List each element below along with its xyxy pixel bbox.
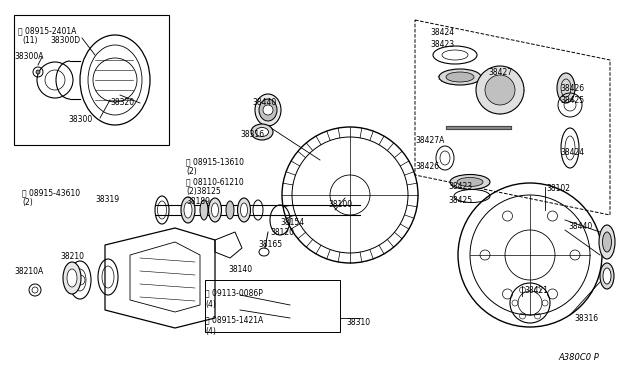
Text: 38421: 38421: [524, 286, 548, 295]
Text: Ⓦ 08915-1421A: Ⓦ 08915-1421A: [205, 315, 263, 324]
Ellipse shape: [209, 198, 221, 222]
Text: Ⓦ 08915-43610: Ⓦ 08915-43610: [22, 188, 80, 197]
Text: 38424: 38424: [430, 28, 454, 37]
Ellipse shape: [251, 124, 273, 140]
Text: 38440: 38440: [568, 222, 592, 231]
Text: (2)38125: (2)38125: [186, 187, 221, 196]
Text: 38165: 38165: [258, 240, 282, 249]
Text: 38210: 38210: [60, 252, 84, 261]
Circle shape: [485, 75, 515, 105]
Text: (2): (2): [186, 167, 196, 176]
Ellipse shape: [255, 94, 281, 126]
Ellipse shape: [603, 268, 611, 284]
Text: 38189: 38189: [186, 197, 210, 206]
Ellipse shape: [457, 177, 483, 186]
Ellipse shape: [439, 69, 481, 85]
Ellipse shape: [181, 197, 195, 223]
Circle shape: [36, 70, 40, 74]
Ellipse shape: [67, 269, 77, 287]
Text: 38310: 38310: [346, 318, 370, 327]
Text: 38423: 38423: [448, 182, 472, 191]
Text: (4): (4): [205, 300, 216, 309]
Text: 38120: 38120: [270, 228, 294, 237]
Ellipse shape: [602, 232, 611, 252]
Text: 38427: 38427: [488, 68, 512, 77]
Text: 38300A: 38300A: [14, 52, 44, 61]
Ellipse shape: [237, 198, 250, 222]
Ellipse shape: [450, 174, 490, 189]
Bar: [14, 15, 169, 145]
Ellipse shape: [600, 263, 614, 289]
Text: Ⓑ 08110-61210: Ⓑ 08110-61210: [186, 177, 244, 186]
Text: (2): (2): [22, 198, 33, 207]
Ellipse shape: [211, 203, 218, 217]
Ellipse shape: [200, 200, 208, 220]
Circle shape: [263, 105, 273, 115]
Ellipse shape: [599, 225, 615, 259]
Text: Ⓑ 09113-0086P: Ⓑ 09113-0086P: [205, 288, 263, 297]
Text: 38210A: 38210A: [14, 267, 44, 276]
Text: 38425: 38425: [448, 196, 472, 205]
Ellipse shape: [184, 202, 192, 218]
Ellipse shape: [259, 99, 277, 121]
Text: 38426: 38426: [415, 162, 439, 171]
Text: 38426: 38426: [560, 84, 584, 93]
Text: A380C0 P: A380C0 P: [558, 353, 599, 362]
Ellipse shape: [557, 73, 575, 103]
Text: 38423: 38423: [430, 40, 454, 49]
Ellipse shape: [446, 72, 474, 82]
Text: Ⓦ 08915-13610: Ⓦ 08915-13610: [186, 157, 244, 166]
Text: 38300D: 38300D: [50, 36, 80, 45]
Text: 38319: 38319: [95, 195, 119, 204]
Text: 38424: 38424: [560, 148, 584, 157]
Text: 38102: 38102: [546, 184, 570, 193]
Text: 38320: 38320: [110, 98, 134, 107]
Ellipse shape: [63, 262, 81, 294]
Text: 38300: 38300: [68, 115, 92, 124]
Ellipse shape: [255, 128, 269, 137]
Text: 38154: 38154: [280, 218, 304, 227]
Text: (11): (11): [22, 36, 38, 45]
Text: 38316: 38316: [574, 314, 598, 323]
Text: 38425: 38425: [560, 96, 584, 105]
Text: 38100: 38100: [328, 200, 352, 209]
Text: Ⓦ 08915-2401A: Ⓦ 08915-2401A: [18, 26, 76, 35]
Bar: [205, 280, 340, 332]
Text: 38316: 38316: [240, 130, 264, 139]
Circle shape: [75, 275, 85, 285]
Text: (4): (4): [205, 327, 216, 336]
Text: 38440: 38440: [252, 98, 276, 107]
Text: 38427A: 38427A: [415, 136, 444, 145]
Text: 38140: 38140: [228, 265, 252, 274]
Circle shape: [476, 66, 524, 114]
Ellipse shape: [241, 203, 248, 217]
Ellipse shape: [226, 201, 234, 219]
